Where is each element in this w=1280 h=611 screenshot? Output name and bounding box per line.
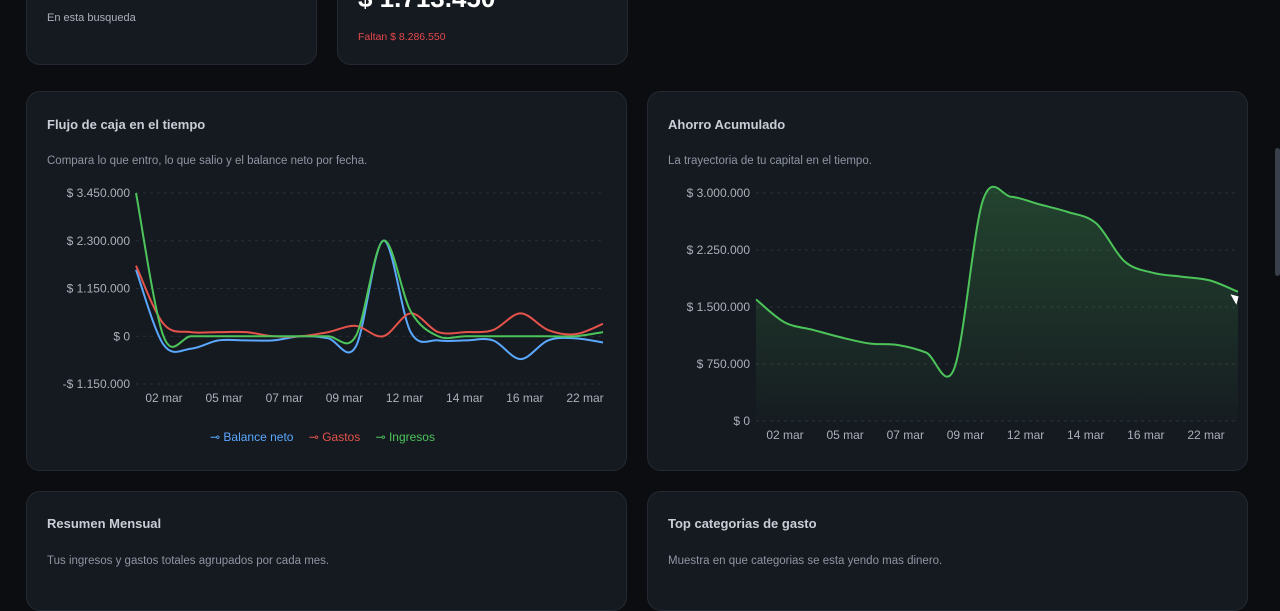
- page-scrollbar[interactable]: [1275, 148, 1280, 276]
- savings-title: Ahorro Acumulado: [668, 117, 786, 132]
- topcat-subtitle: Muestra en que categorias se esta yendo …: [668, 555, 943, 567]
- cashflow-chart[interactable]: $ 3.450.000 $ 2.300.000 $ 1.150.000 $ 0 -$ 1…: [27, 92, 628, 472]
- series-line-gastos[interactable]: [135, 265, 604, 338]
- x-tick-label: 16 mar: [506, 391, 543, 405]
- x-tick-label: 12 mar: [1007, 428, 1044, 442]
- y-tick-label: -$ 1.150.000: [63, 377, 131, 391]
- summary-missing: Faltan $ 8.286.550: [358, 31, 446, 43]
- topcat-card: Top categorias de gasto Muestra en que c…: [647, 491, 1248, 611]
- topcat-title: Top categorias de gasto: [668, 516, 817, 531]
- x-tick-label: 02 mar: [145, 391, 182, 405]
- savings-chart[interactable]: $ 3.000.000 $ 2.250.000 $ 1.500.000 $ 750.0…: [648, 92, 1249, 472]
- y-tick-label: $ 3.450.000: [67, 186, 131, 200]
- monthly-card: Resumen Mensual Tus ingresos y gastos to…: [26, 491, 627, 611]
- x-tick-label: 09 mar: [947, 428, 984, 442]
- series-line-balance-neto[interactable]: [135, 239, 604, 361]
- x-tick-label: 14 mar: [1067, 428, 1104, 442]
- y-tick-label: $ 1.150.000: [67, 282, 131, 296]
- x-tick-label: 09 mar: [326, 391, 363, 405]
- legend-gastos-label: Gastos: [322, 430, 361, 444]
- summary-card-right: $ 1.713.450 Faltan $ 8.286.550: [337, 0, 628, 65]
- monthly-title: Resumen Mensual: [47, 516, 162, 531]
- x-tick-label: 22 mar: [1187, 428, 1224, 442]
- cashflow-subtitle: Compara lo que entro, lo que salio y el …: [47, 155, 368, 167]
- cashflow-title: Flujo de caja en el tiempo: [47, 117, 206, 132]
- summary-card-left: En esta busqueda: [26, 0, 317, 65]
- summary-value: $ 1.713.450: [358, 0, 495, 14]
- legend-balance-label: Balance neto: [223, 430, 294, 444]
- legend-balance[interactable]: ⊸ Balance neto: [210, 430, 294, 444]
- y-tick-label: $ 750.000: [697, 357, 751, 371]
- legend-gastos[interactable]: ⊸ Gastos: [308, 430, 361, 444]
- monthly-subtitle: Tus ingresos y gastos totales agrupados …: [47, 555, 330, 567]
- legend-ingresos[interactable]: ⊸ Ingresos: [375, 430, 435, 444]
- x-tick-label: 12 mar: [386, 391, 423, 405]
- y-tick-label: $ 1.500.000: [687, 300, 751, 314]
- x-tick-label: 05 mar: [826, 428, 863, 442]
- y-tick-label: $ 2.300.000: [67, 234, 131, 248]
- x-tick-label: 05 mar: [205, 391, 242, 405]
- y-tick-label: $ 3.000.000: [687, 186, 751, 200]
- y-tick-label: $ 0: [113, 329, 130, 343]
- savings-card: Ahorro Acumulado La trayectoria de tu ca…: [647, 91, 1248, 471]
- x-tick-label: 14 mar: [446, 391, 483, 405]
- savings-subtitle: La trayectoria de tu capital en el tiemp…: [668, 155, 872, 167]
- area-fill: [756, 186, 1238, 421]
- x-tick-label: 22 mar: [566, 391, 603, 405]
- cashflow-card: Flujo de caja en el tiempo Compara lo qu…: [26, 91, 627, 471]
- y-tick-label: $ 0: [733, 414, 750, 428]
- legend-ingresos-label: Ingresos: [388, 430, 435, 444]
- series-line-ahorro[interactable]: [755, 185, 1239, 378]
- x-tick-label: 07 mar: [887, 428, 924, 442]
- series-line-ingresos[interactable]: [135, 192, 604, 348]
- x-tick-label: 16 mar: [1127, 428, 1164, 442]
- x-tick-label: 07 mar: [266, 391, 303, 405]
- x-tick-label: 02 mar: [766, 428, 803, 442]
- cashflow-legend[interactable]: ⊸ Balance neto ⊸ Gastos ⊸ Ingresos: [210, 430, 447, 444]
- y-tick-label: $ 2.250.000: [687, 243, 751, 257]
- summary-note: En esta busqueda: [47, 12, 136, 24]
